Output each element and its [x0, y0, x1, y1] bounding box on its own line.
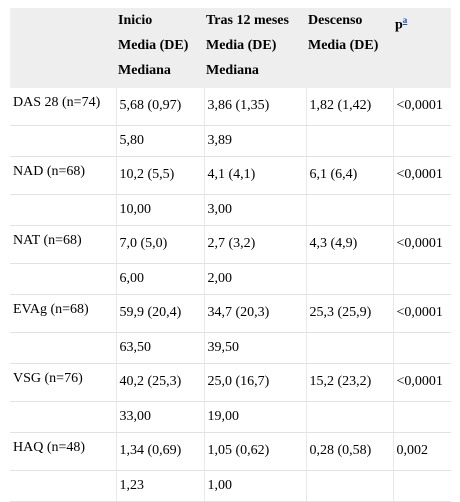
- table-row: NAD (n=68) 10,2 (5,5) 4,1 (4,1) 6,1 (6,4) <0…: [10, 156, 451, 195]
- header-p-spacer2: [395, 63, 449, 88]
- table-row: DAS 28 (n=74) 5,68 (0,97) 3,86 (1,35) 1,82 …: [10, 87, 451, 126]
- table-header: Inicio Media (DE) Mediana Tras 12 meses …: [10, 8, 451, 88]
- results-table: Inicio Media (DE) Mediana Tras 12 meses …: [10, 8, 451, 502]
- table-row-median: 6,00 2,00: [10, 263, 451, 295]
- header-p-label: p: [395, 17, 403, 33]
- row-label-blank: [10, 125, 116, 157]
- p-median-blank: [392, 401, 451, 433]
- table-row-median: 10,00 3,00: [10, 194, 451, 226]
- header-descenso-line2: Media (DE): [308, 38, 379, 53]
- tras-mean-cell: 3,86 (1,35): [203, 87, 306, 126]
- tras-median-cell: 1,00: [203, 470, 306, 502]
- row-label: HAQ (n=48): [10, 432, 116, 471]
- header-tras-line3: Mediana: [206, 63, 259, 78]
- table-row-median: 33,00 19,00: [10, 401, 451, 433]
- p-value-cell: <0,0001: [392, 225, 451, 264]
- descenso-median-blank: [305, 401, 393, 433]
- descenso-cell: 15,2 (23,2): [305, 363, 393, 402]
- table-row: HAQ (n=48) 1,34 (0,69) 1,05 (0,62) 0,28 (0,…: [10, 432, 451, 471]
- header-inicio-line2: Media (DE): [118, 38, 189, 53]
- tras-median-cell: 39,50: [203, 332, 306, 364]
- inicio-mean-cell: 5,68 (0,97): [115, 87, 204, 126]
- inicio-median-cell: 5,80: [115, 125, 204, 157]
- p-median-blank: [392, 263, 451, 295]
- tras-mean-cell: 25,0 (16,7): [203, 363, 306, 402]
- header-tras-line2: Media (DE): [206, 38, 277, 53]
- tras-mean-cell: 4,1 (4,1): [203, 156, 306, 195]
- row-label-blank: [10, 470, 116, 502]
- tras-mean-cell: 2,7 (3,2): [203, 225, 306, 264]
- inicio-mean-cell: 1,34 (0,69): [115, 432, 204, 471]
- header-p-spacer1: [395, 38, 449, 63]
- p-value-cell: <0,0001: [392, 156, 451, 195]
- header-p: pa: [393, 8, 451, 88]
- inicio-mean-cell: 7,0 (5,0): [115, 225, 204, 264]
- header-empty-cell: [10, 8, 116, 88]
- row-label: NAD (n=68): [10, 156, 116, 195]
- inicio-median-cell: 33,00: [115, 401, 204, 433]
- tras-median-cell: 2,00: [203, 263, 306, 295]
- table-row-median: 63,50 39,50: [10, 332, 451, 364]
- descenso-median-blank: [305, 263, 393, 295]
- footnote-sup: a: [403, 15, 408, 25]
- header-inicio-line1: Inicio: [118, 13, 153, 28]
- row-label: DAS 28 (n=74): [10, 87, 116, 126]
- footnote-link-a[interactable]: a: [402, 15, 408, 25]
- inicio-median-cell: 10,00: [115, 194, 204, 226]
- header-descenso: Descenso Media (DE): [306, 8, 393, 88]
- header-inicio-line3: Mediana: [118, 63, 171, 78]
- header-inicio: Inicio Media (DE) Mediana: [116, 8, 204, 88]
- descenso-cell: 25,3 (25,9): [305, 294, 393, 333]
- inicio-mean-cell: 10,2 (5,5): [115, 156, 204, 195]
- p-median-blank: [392, 125, 451, 157]
- header-descenso-spacer: [308, 58, 391, 83]
- table-row-median: 1,23 1,00: [10, 470, 451, 502]
- header-tras: Tras 12 meses Media (DE) Mediana: [204, 8, 306, 88]
- tras-mean-cell: 34,7 (20,3): [203, 294, 306, 333]
- inicio-median-cell: 1,23: [115, 470, 204, 502]
- descenso-median-blank: [305, 470, 393, 502]
- row-label: VSG (n=76): [10, 363, 116, 402]
- p-median-blank: [392, 470, 451, 502]
- p-median-blank: [392, 332, 451, 364]
- p-value-cell: <0,0001: [392, 87, 451, 126]
- table-row: NAT (n=68) 7,0 (5,0) 2,7 (3,2) 4,3 (4,9) <0,…: [10, 225, 451, 264]
- descenso-median-blank: [305, 332, 393, 364]
- table-row: EVAg (n=68) 59,9 (20,4) 34,7 (20,3) 25,3 (2…: [10, 294, 451, 333]
- tras-mean-cell: 1,05 (0,62): [203, 432, 306, 471]
- table-body: DAS 28 (n=74) 5,68 (0,97) 3,86 (1,35) 1,82 …: [10, 87, 451, 502]
- row-label-blank: [10, 401, 116, 433]
- inicio-mean-cell: 59,9 (20,4): [115, 294, 204, 333]
- descenso-cell: 4,3 (4,9): [305, 225, 393, 264]
- descenso-cell: 0,28 (0,58): [305, 432, 393, 471]
- tras-median-cell: 19,00: [203, 401, 306, 433]
- p-value-cell: 0,002: [392, 432, 451, 471]
- tras-median-cell: 3,00: [203, 194, 306, 226]
- descenso-median-blank: [305, 125, 393, 157]
- descenso-cell: 6,1 (6,4): [305, 156, 393, 195]
- inicio-median-cell: 63,50: [115, 332, 204, 364]
- tras-median-cell: 3,89: [203, 125, 306, 157]
- table-row-median: 5,80 3,89: [10, 125, 451, 157]
- p-value-cell: <0,0001: [392, 294, 451, 333]
- inicio-median-cell: 6,00: [115, 263, 204, 295]
- descenso-cell: 1,82 (1,42): [305, 87, 393, 126]
- row-label: EVAg (n=68): [10, 294, 116, 333]
- row-label-blank: [10, 332, 116, 364]
- row-label-blank: [10, 263, 116, 295]
- p-value-cell: <0,0001: [392, 363, 451, 402]
- table-row: VSG (n=76) 40,2 (25,3) 25,0 (16,7) 15,2 (23…: [10, 363, 451, 402]
- header-tras-line1: Tras 12 meses: [206, 13, 289, 28]
- p-median-blank: [392, 194, 451, 226]
- header-descenso-line1: Descenso: [308, 13, 363, 28]
- row-label-blank: [10, 194, 116, 226]
- inicio-mean-cell: 40,2 (25,3): [115, 363, 204, 402]
- row-label: NAT (n=68): [10, 225, 116, 264]
- descenso-median-blank: [305, 194, 393, 226]
- header-p-line: pa: [395, 8, 449, 38]
